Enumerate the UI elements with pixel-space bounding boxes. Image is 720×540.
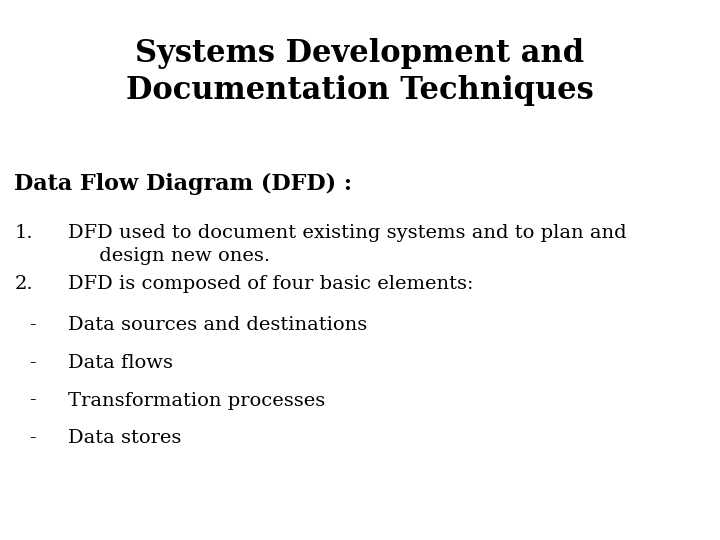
Text: Data flows: Data flows xyxy=(68,354,174,372)
Text: -: - xyxy=(29,392,35,409)
Text: DFD used to document existing systems and to plan and
     design new ones.: DFD used to document existing systems an… xyxy=(68,224,627,265)
Text: 2.: 2. xyxy=(14,275,33,293)
Text: Systems Development and
Documentation Techniques: Systems Development and Documentation Te… xyxy=(126,38,594,106)
Text: 1.: 1. xyxy=(14,224,33,242)
Text: Data sources and destinations: Data sources and destinations xyxy=(68,316,368,334)
Text: DFD is composed of four basic elements:: DFD is composed of four basic elements: xyxy=(68,275,474,293)
Text: -: - xyxy=(29,429,35,447)
Text: Data Flow Diagram (DFD) :: Data Flow Diagram (DFD) : xyxy=(14,173,352,195)
Text: -: - xyxy=(29,354,35,372)
Text: -: - xyxy=(29,316,35,334)
Text: Data stores: Data stores xyxy=(68,429,181,447)
Text: Transformation processes: Transformation processes xyxy=(68,392,325,409)
